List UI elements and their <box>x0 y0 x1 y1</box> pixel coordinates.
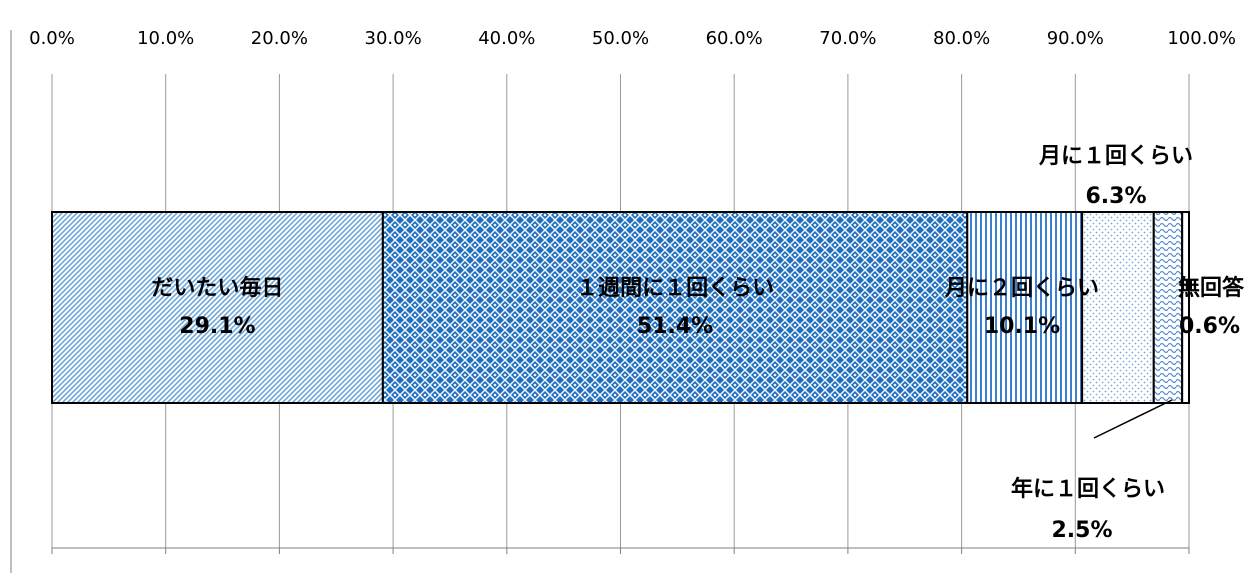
x-tick-label: 60.0% <box>706 28 763 49</box>
bar-segment <box>1081 211 1155 404</box>
x-tick-label: 80.0% <box>933 28 990 49</box>
x-tick-label: 30.0% <box>365 28 422 49</box>
x-tick-label: 40.0% <box>478 28 535 49</box>
segment-label: だいたい毎日 <box>151 276 283 301</box>
x-axis: 0.0% 10.0% 20.0% 30.0% 40.0% 50.0% 60.0% 70.0% 8… <box>29 28 1236 554</box>
bar-segment <box>1181 211 1190 404</box>
segment-label: 月に２回くらい <box>944 276 1099 301</box>
x-tick-label: 70.0% <box>819 28 876 49</box>
segment-label: 6.3% <box>1085 184 1146 209</box>
x-tick-label: 90.0% <box>1047 28 1104 49</box>
x-tick-label: 20.0% <box>251 28 308 49</box>
segment-label: 2.5% <box>1051 518 1112 543</box>
segment-label: 51.4% <box>637 314 713 339</box>
bar-segment <box>966 211 1084 404</box>
segment-label: 無回答 <box>1178 275 1245 301</box>
leader-line <box>1093 399 1173 439</box>
segment-labels: だいたい毎日 29.1% １週間に１回くらい 51.4% 月に２回くらい 10.1% 月に１… <box>151 144 1245 543</box>
x-tick-label: 10.0% <box>137 28 194 49</box>
segment-label: 10.1% <box>984 314 1060 339</box>
segment-label: 月に１回くらい <box>1038 144 1193 169</box>
bar-segment <box>51 211 384 404</box>
x-tick-label: 0.0% <box>29 28 75 49</box>
x-tick-label: 50.0% <box>592 28 649 49</box>
bar-segment <box>1152 211 1184 404</box>
segment-label: １週間に１回くらい <box>576 276 774 301</box>
bar-segment <box>381 211 969 404</box>
segment-label: 年に１回くらい <box>1011 476 1165 502</box>
bar-segments <box>51 211 1190 404</box>
segment-label: 0.6% <box>1179 314 1240 339</box>
segment-label: 29.1% <box>179 314 255 339</box>
x-tick-label: 100.0% <box>1167 28 1236 49</box>
